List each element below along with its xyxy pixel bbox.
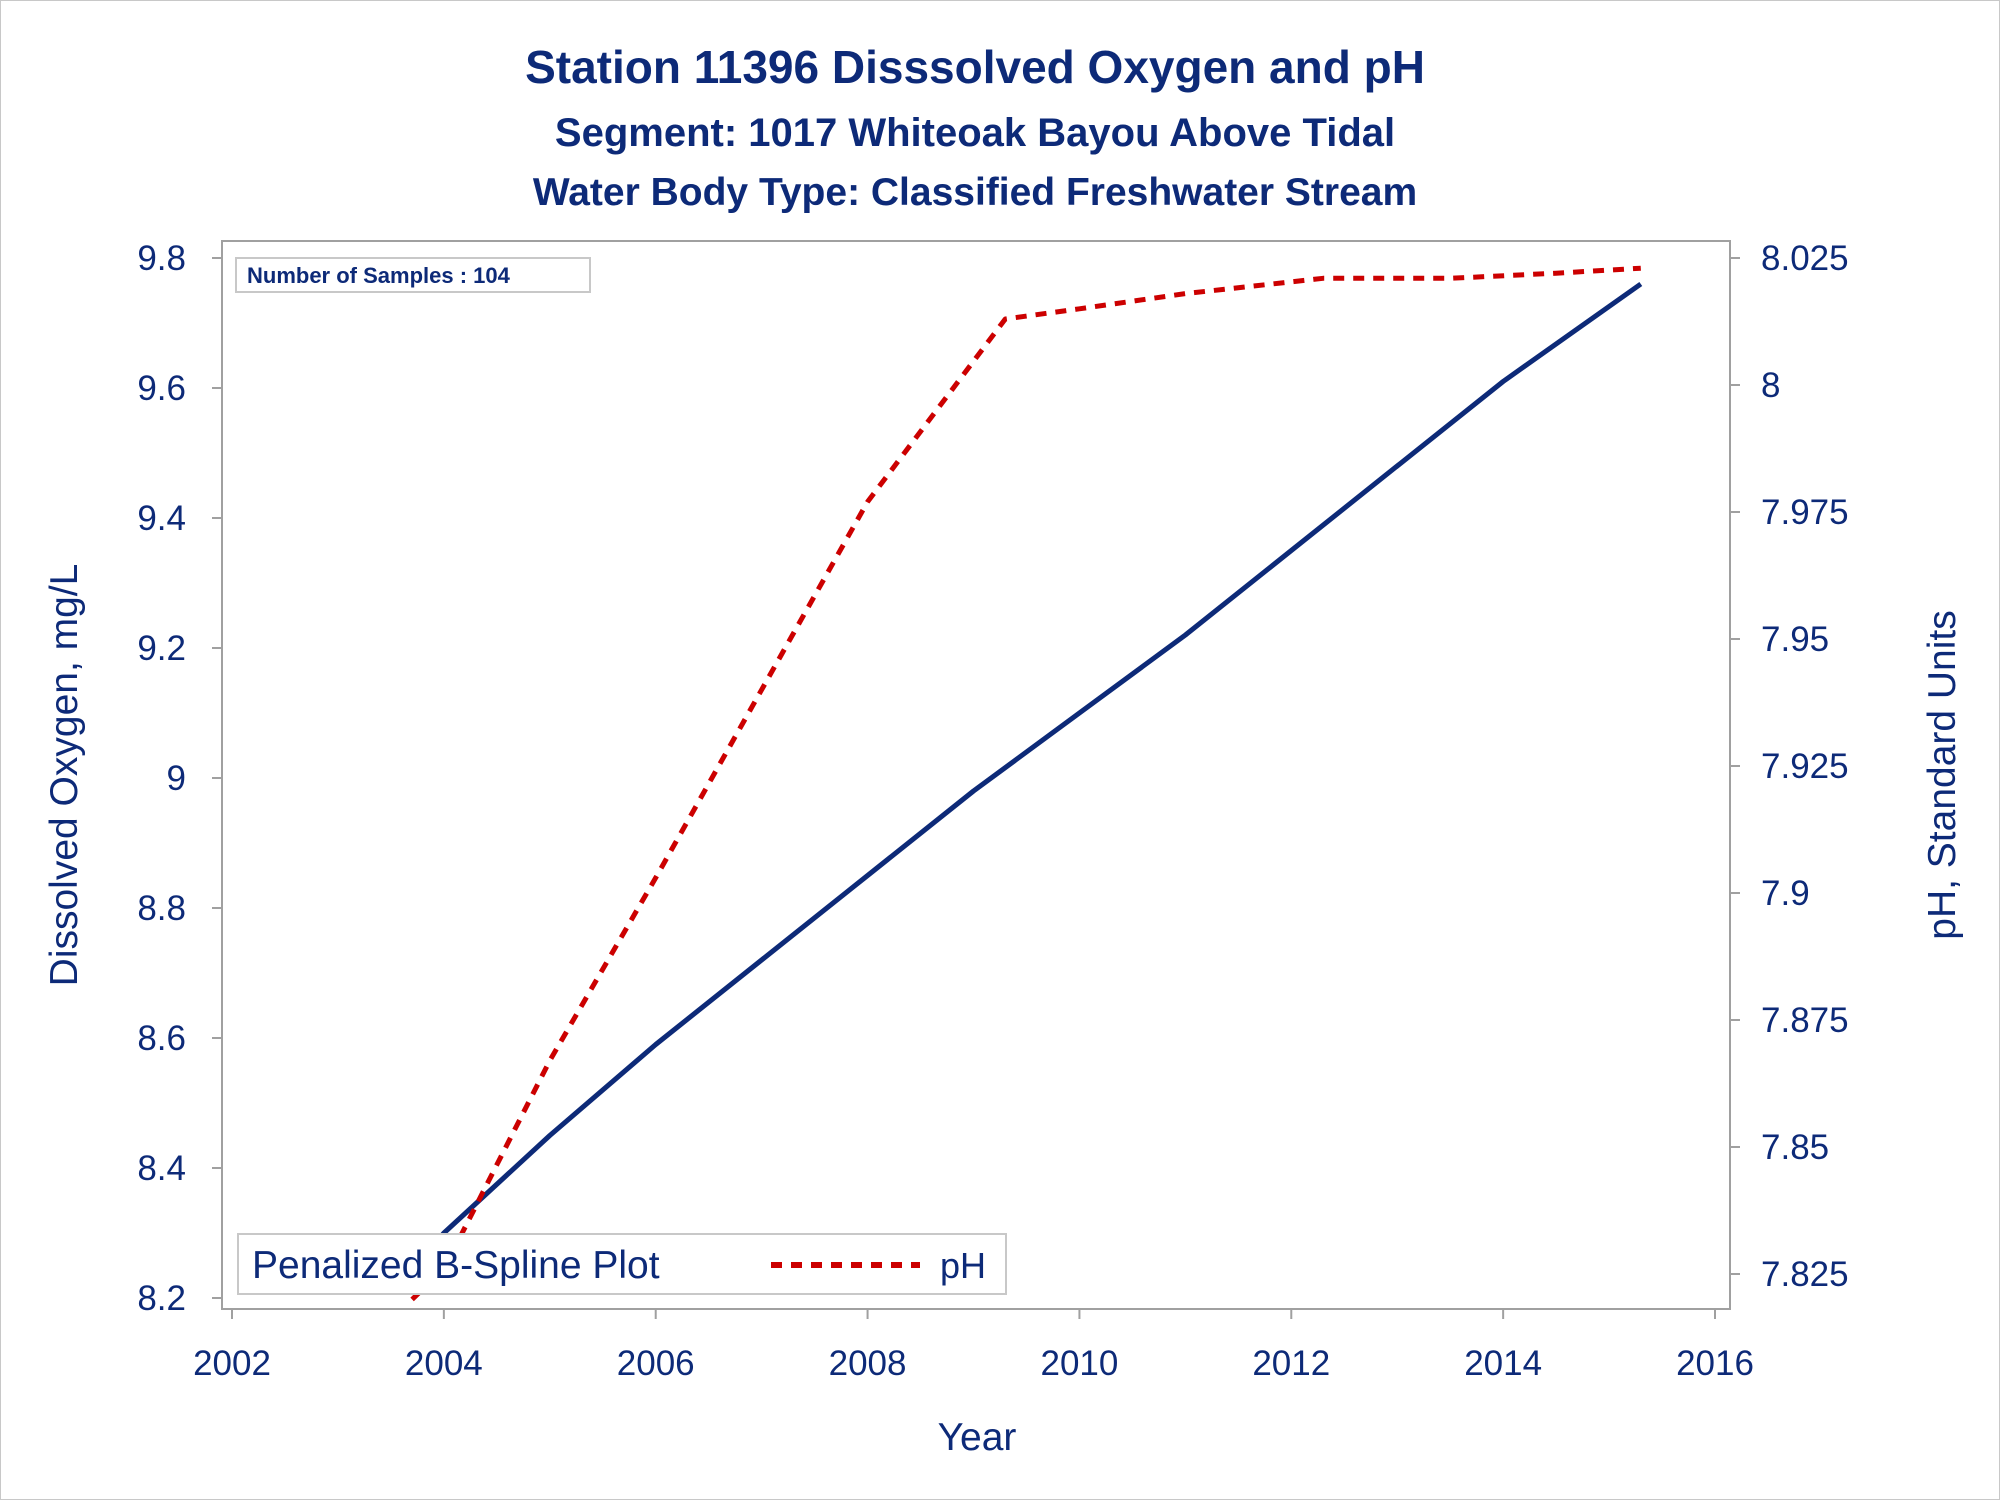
y-axis-label: Dissolved Oxygen, mg/L — [43, 564, 86, 987]
plot-area — [221, 240, 1731, 1310]
y2-tick-label: 7.925 — [1761, 747, 1849, 786]
y2-tick-label: 7.975 — [1761, 493, 1849, 532]
x-tick-label: 2010 — [1040, 1344, 1118, 1383]
sample-count-box — [235, 257, 591, 293]
series-line-dissolved-oxygen — [410, 281, 1643, 1274]
x-tick-label: 2006 — [617, 1344, 695, 1383]
y-tick-label: 9.8 — [137, 239, 186, 278]
chart-title: Station 11396 Disssolved Oxygen and pH — [525, 41, 1425, 93]
x-tick-label: 2014 — [1464, 1344, 1542, 1383]
legend: Penalized B-Spline Plot pH — [237, 1233, 1007, 1295]
y-tick-label: 9.2 — [137, 629, 186, 668]
y-tick-label: 9.4 — [137, 499, 186, 538]
y-tick-label: 8.2 — [137, 1279, 186, 1318]
y-tick-label: 9 — [167, 759, 186, 798]
x-tick-label: 2016 — [1676, 1344, 1754, 1383]
x-axis-label: Year — [938, 1416, 1017, 1459]
x-tick-label: 2008 — [829, 1344, 907, 1383]
y-tick-label: 9.6 — [137, 369, 186, 408]
chart-subtitle: Segment: 1017 Whiteoak Bayou Above Tidal — [555, 111, 1395, 155]
series-line-ph — [410, 265, 1641, 1302]
chart-subtitle-2: Water Body Type: Classified Freshwater S… — [533, 171, 1417, 214]
y2-tick-label: 7.85 — [1761, 1128, 1829, 1167]
y-tick-label: 8.6 — [137, 1019, 186, 1058]
legend-label-spline: Penalized B-Spline Plot — [252, 1244, 660, 1287]
y2-tick-label: 7.95 — [1761, 620, 1829, 659]
y2-tick-label: 8 — [1761, 366, 1780, 405]
y-tick-label: 8.8 — [137, 889, 186, 928]
y2-tick-label: 8.025 — [1761, 239, 1849, 278]
y-axis-right: 7.825 7.85 7.875 7.9 7.925 7.95 7.975 8 8.025 — [1730, 239, 1849, 1294]
x-axis: 2002 2004 2006 2008 2010 2012 2014 2016 — [193, 1309, 1754, 1383]
x-tick-label: 2012 — [1252, 1344, 1330, 1383]
y2-tick-label: 7.875 — [1761, 1001, 1849, 1040]
y-axis-left: 8.2 8.4 8.6 8.8 9 9.2 9.4 9.6 9.8 — [137, 239, 222, 1318]
y-tick-label: 8.4 — [137, 1149, 186, 1188]
series-layer — [410, 265, 1643, 1302]
y2-axis-label: pH, Standard Units — [1921, 610, 1964, 940]
x-tick-label: 2002 — [193, 1344, 271, 1383]
sample-count-label: Number of Samples : 104 — [247, 263, 511, 288]
legend-label-ph: pH — [940, 1245, 986, 1286]
y2-tick-label: 7.9 — [1761, 874, 1810, 913]
y2-tick-label: 7.825 — [1761, 1255, 1849, 1294]
x-tick-label: 2004 — [405, 1344, 483, 1383]
